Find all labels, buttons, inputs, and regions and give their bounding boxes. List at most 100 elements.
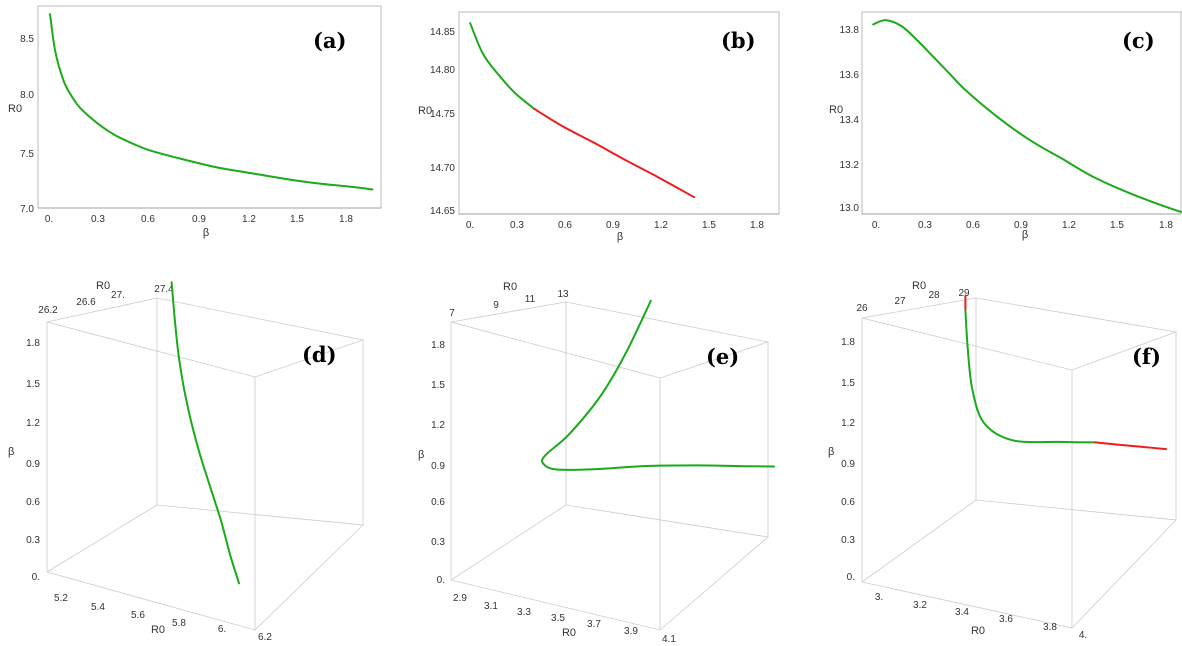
- panel-b-xtick: 1.2: [654, 220, 668, 231]
- panel-d-x-ticks: 5.2 5.4 5.6 5.8 6. 6.2: [54, 593, 272, 643]
- panel-f-zlabel: R0: [912, 280, 926, 292]
- panel-f-ylabel: β: [828, 446, 834, 458]
- panel-e-ylabel: β: [418, 449, 424, 461]
- panel-a-xtick: 0.: [45, 214, 53, 225]
- panel-f-x-ticks: 3. 3.2 3.4 3.6 3.8 4.: [875, 592, 1087, 641]
- panel-e-ytick: 0.: [437, 575, 445, 586]
- panel-b-series: [469, 22, 696, 199]
- panel-d-ytick: 0.: [32, 572, 40, 583]
- panel-f-xtick: 3.2: [913, 600, 927, 611]
- panel-f-ytick: 0.9: [841, 459, 855, 470]
- panel-f: 3. 3.2 3.4 3.6 3.8 4. 0. 0.3 0.6 0.9 1.2…: [828, 280, 1178, 641]
- panel-f-ztick: 29: [958, 288, 970, 299]
- panel-e-ztick: 9: [493, 300, 499, 311]
- panel-f-xtick: 4.: [1079, 630, 1087, 641]
- panel-f-ytick: 0.6: [841, 497, 855, 508]
- panel-b-xtick: 1.8: [750, 220, 764, 231]
- panel-f-series: [964, 295, 1167, 451]
- series-line-green: [469, 22, 536, 110]
- panel-b-ytick: 14.70: [430, 163, 455, 174]
- panel-c-series: [872, 19, 1182, 213]
- panel-d-y-ticks: 0. 0.3 0.6 0.9 1.2 1.5 1.8: [26, 338, 40, 583]
- series-line-red: [1094, 441, 1167, 451]
- panel-f-z-ticks: 26 27 28 29: [856, 288, 970, 314]
- panel-d-xlabel: R0: [151, 624, 165, 636]
- panel-c-xtick: 0.: [872, 220, 880, 231]
- panel-e-xtick: 3.3: [517, 607, 531, 618]
- panel-b-xtick: 0.9: [606, 220, 620, 231]
- panel-f-ytick: 1.5: [841, 378, 855, 389]
- panel-e-xlabel: R0: [562, 627, 576, 639]
- panel-a-ytick: 8.0: [20, 90, 34, 101]
- panel-a-ytick: 7.0: [20, 204, 34, 215]
- panel-c-xtick: 0.6: [966, 220, 980, 231]
- panel-b-label: (b): [721, 28, 756, 53]
- panel-d-z-ticks: 26.2 26.6 27. 27.4: [38, 284, 174, 316]
- series-line-red: [533, 107, 696, 199]
- panel-d-ytick: 1.2: [26, 418, 40, 429]
- panel-c-label: (c): [1122, 28, 1155, 53]
- panel-d-xtick: 5.4: [91, 602, 105, 613]
- panel-b-ytick: 14.85: [430, 27, 455, 38]
- panel-d-ztick: 27.: [111, 290, 125, 301]
- panel-b-ytick: 14.80: [430, 65, 455, 76]
- panel-a-xtick: 0.6: [141, 214, 155, 225]
- panel-c-ytick: 13.6: [840, 70, 860, 81]
- panel-d: 5.2 5.4 5.6 5.8 6. 6.2 0. 0.3 0.6 0.9 1.…: [8, 280, 365, 643]
- panel-a-xtick: 0.3: [91, 214, 105, 225]
- panel-e-ztick: 7: [449, 308, 455, 319]
- panel-e-ytick: 0.3: [431, 537, 445, 548]
- panel-e-xtick: 3.5: [551, 613, 565, 624]
- panel-f-ytick: 0.3: [841, 535, 855, 546]
- panel-f-label: (f): [1132, 344, 1161, 369]
- panel-d-series: [170, 281, 240, 585]
- panel-c-xlabel: β: [1022, 229, 1028, 241]
- panel-d-xtick: 6.2: [258, 632, 272, 643]
- panel-e-ytick: 0.6: [431, 497, 445, 508]
- panel-d-ytick: 1.5: [26, 379, 40, 390]
- panel-d-ztick: 26.6: [76, 297, 96, 308]
- panel-c: 0. 0.3 0.6 0.9 1.2 1.5 1.8 13.0 13.2 13.…: [829, 11, 1182, 241]
- panel-f-ztick: 28: [928, 290, 940, 301]
- panel-b-ylabel: R0: [418, 105, 432, 117]
- panel-b-y-ticks: 14.65 14.70 14.75 14.80 14.85: [430, 27, 455, 217]
- panel-c-xtick: 0.9: [1014, 220, 1028, 231]
- panel-f-xlabel: R0: [971, 625, 985, 637]
- panel-f-xtick: 3.6: [999, 614, 1013, 625]
- panel-f-ytick: 1.8: [841, 337, 855, 348]
- panel-f-box: [861, 297, 1178, 629]
- panel-b-ytick: 14.75: [430, 109, 455, 120]
- panel-a-ytick: 7.5: [20, 149, 34, 160]
- panel-d-xtick: 6.: [218, 624, 226, 635]
- panel-d-xtick: 5.2: [54, 593, 68, 604]
- panel-f-xtick: 3.8: [1043, 622, 1057, 633]
- panel-e-ytick: 1.5: [431, 380, 445, 391]
- panel-e-xtick: 3.7: [587, 619, 601, 630]
- series-line-green: [49, 13, 374, 191]
- panel-f-ytick: 0.: [847, 572, 855, 583]
- panel-a-xtick: 1.2: [242, 214, 256, 225]
- panel-e-ytick: 1.2: [431, 420, 445, 431]
- panel-c-xtick: 1.2: [1062, 220, 1076, 231]
- panel-a-ytick: 8.5: [20, 34, 34, 45]
- panel-c-xtick: 1.5: [1110, 220, 1124, 231]
- panel-f-xtick: 3.: [875, 592, 883, 603]
- panel-c-xtick: 1.8: [1159, 220, 1173, 231]
- panel-a-xlabel: β: [203, 227, 209, 239]
- panel-f-ztick: 27: [894, 296, 906, 307]
- panel-a-x-ticks: 0. 0.3 0.6 0.9 1.2 1.5 1.8: [38, 207, 381, 225]
- panel-e-xtick: 3.1: [484, 601, 498, 612]
- panel-c-ytick: 13.4: [840, 115, 860, 126]
- panel-d-ytick: 0.9: [26, 459, 40, 470]
- panel-d-xtick: 5.8: [172, 618, 186, 629]
- panel-a-label: (a): [313, 28, 346, 53]
- panel-e: 2.9 3.1 3.3 3.5 3.7 3.9 4.1 0. 0.3 0.6 0…: [418, 281, 775, 645]
- panel-a-xtick: 1.8: [339, 214, 353, 225]
- panel-d-xtick: 5.6: [131, 610, 145, 621]
- panel-c-xtick: 0.3: [918, 220, 932, 231]
- panel-e-ytick: 1.8: [431, 340, 445, 351]
- panel-a-y-ticks: 7.0 7.5 8.0 8.5: [20, 34, 34, 215]
- panel-f-xtick: 3.4: [955, 607, 969, 618]
- panel-e-ztick: 11: [525, 294, 536, 305]
